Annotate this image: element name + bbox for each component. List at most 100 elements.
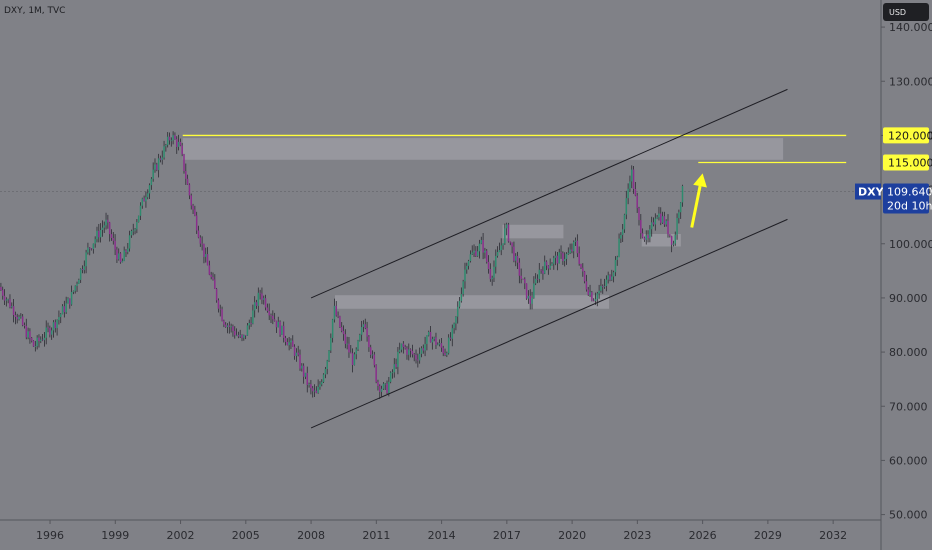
candle-body [413,354,415,356]
candle-body [543,261,546,274]
candle-body [576,240,579,254]
candle-body [136,222,138,230]
candle-body [295,352,298,356]
candle-body [128,235,131,249]
candle-body [157,158,160,171]
candle-body [183,154,185,171]
candle-body [636,195,638,209]
candle-body [560,252,562,254]
candle-body [420,348,423,354]
candle-body [386,383,388,394]
candle-body [516,255,519,263]
candle-body [5,299,8,301]
candle-body [402,343,405,348]
candle-body [409,349,412,351]
candle-body [317,386,319,393]
candle-body [563,258,566,262]
candle-body [179,141,182,146]
candle-body [404,347,406,349]
candle-body [491,277,493,280]
candle-body [672,243,675,245]
candle-body [400,343,403,350]
candle-body [70,291,73,305]
candle-body [442,347,444,354]
candle-body [658,213,660,218]
candle-body [632,169,635,189]
candle-body [331,319,334,338]
candle-body [125,250,127,252]
candle-body [611,276,613,280]
candle-body [388,381,390,394]
candle-body [348,343,350,353]
candle-body [621,229,624,235]
candle-body [166,136,169,145]
candle-body [366,328,368,337]
candle-body [630,169,633,182]
candle-body [175,139,178,147]
candle-body [482,240,484,253]
candle-body [353,354,356,366]
candle-body [663,216,666,225]
candle-body [681,185,684,203]
candle-body [567,252,570,254]
candle-body [678,212,680,219]
candle-body [435,337,437,345]
candle-body [478,243,481,252]
candle-body [190,195,192,206]
candle-body [275,320,278,328]
candle-body [107,219,109,223]
candle-body [215,288,218,301]
candle-body [61,306,64,315]
candle-body [132,230,134,232]
x-tick-label: 2026 [689,529,717,542]
candle-body [217,300,220,309]
candle-body [268,310,270,316]
candle-body [208,265,211,275]
candle-body [243,335,245,338]
candle-body [148,185,151,194]
candle-body [640,220,642,234]
candle-body [446,353,448,355]
drawing-layer [182,88,847,429]
candle-body [299,354,301,369]
candle-body [536,278,539,280]
candle-body [181,145,183,155]
zone-layer [182,138,784,309]
candle-body [78,279,80,284]
candle-body [99,229,102,238]
candle-body [371,354,374,356]
currency-button[interactable] [883,3,929,21]
candle-body [266,307,269,311]
y-tick-label: 70.000 [889,400,928,413]
candle-body [30,337,33,341]
candle-body [525,283,528,299]
candle-body [201,243,203,245]
candle-body [134,229,136,231]
candle-body [27,331,29,338]
candle-body [427,331,430,336]
candle-body [589,292,591,295]
candle-body [449,337,452,339]
candle-body [321,381,323,385]
candle-body [264,298,267,308]
candle-body [538,269,541,280]
candle-body [23,325,26,326]
candle-body [627,188,629,199]
candle-body [679,202,682,213]
candle-body [437,344,439,346]
candle-body [47,327,49,329]
candle-body [505,224,508,229]
symbol-badge [855,183,881,200]
candle-body [210,274,212,278]
candle-body [346,343,348,345]
candle-body [326,360,328,370]
candle-body [311,388,314,392]
candle-body [643,237,646,240]
candle-body [583,271,586,282]
candle-body [119,253,122,263]
y-tick-label: 100.000 [889,238,932,251]
candle-body [411,350,414,355]
x-tick-label: 2002 [167,529,195,542]
